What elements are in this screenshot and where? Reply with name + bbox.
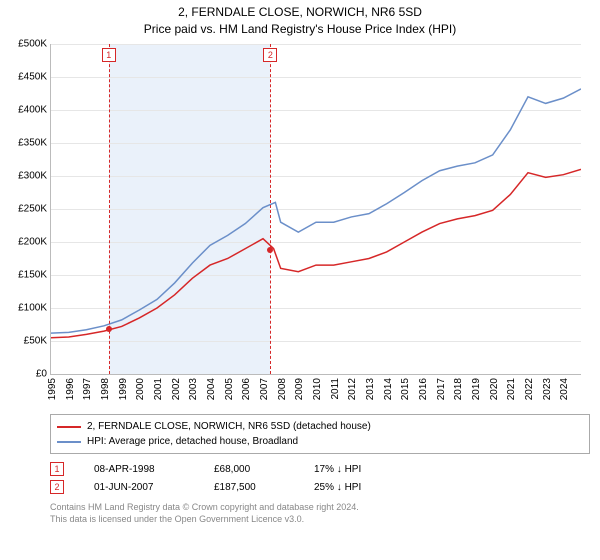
transaction-number-box: 1 — [50, 462, 64, 476]
y-axis-label: £150K — [18, 270, 51, 281]
x-axis-label: 1995 — [47, 378, 58, 400]
chart-title: 2, FERNDALE CLOSE, NORWICH, NR6 5SD Pric… — [0, 0, 600, 38]
x-axis-label: 2022 — [524, 378, 535, 400]
transaction-row: 2 01-JUN-2007 £187,500 25% ↓ HPI — [50, 478, 590, 496]
x-axis-label: 2005 — [224, 378, 235, 400]
transaction-marker-line — [270, 44, 271, 374]
chart-plot-area: £0£50K£100K£150K£200K£250K£300K£350K£400… — [50, 44, 581, 375]
attribution-line-2: This data is licensed under the Open Gov… — [50, 514, 590, 526]
transaction-date: 08-APR-1998 — [94, 464, 184, 475]
legend-swatch — [57, 441, 81, 443]
chart-lines — [51, 44, 581, 374]
x-axis-label: 1999 — [118, 378, 129, 400]
title-line-2: Price paid vs. HM Land Registry's House … — [0, 21, 600, 38]
x-axis-label: 2018 — [453, 378, 464, 400]
x-axis-label: 2001 — [153, 378, 164, 400]
transaction-price: £68,000 — [214, 464, 284, 475]
x-axis-label: 2013 — [365, 378, 376, 400]
transaction-price: £187,500 — [214, 482, 284, 493]
x-axis-label: 2020 — [489, 378, 500, 400]
transaction-marker-dot — [106, 326, 112, 332]
x-axis-label: 1997 — [82, 378, 93, 400]
x-axis-label: 1996 — [65, 378, 76, 400]
transaction-marker-number: 1 — [102, 48, 116, 62]
x-axis-label: 2015 — [400, 378, 411, 400]
y-axis-label: £450K — [18, 72, 51, 83]
legend-label: HPI: Average price, detached house, Broa… — [87, 434, 298, 449]
x-axis-label: 2016 — [418, 378, 429, 400]
x-axis-label: 2002 — [171, 378, 182, 400]
y-axis-label: £200K — [18, 237, 51, 248]
transaction-diff: 17% ↓ HPI — [314, 464, 361, 475]
y-axis-label: £400K — [18, 105, 51, 116]
series-legend: 2, FERNDALE CLOSE, NORWICH, NR6 5SD (det… — [50, 414, 590, 454]
x-axis-label: 2006 — [241, 378, 252, 400]
legend-item: HPI: Average price, detached house, Broa… — [57, 434, 583, 449]
attribution: Contains HM Land Registry data © Crown c… — [50, 502, 590, 525]
x-axis-label: 2012 — [347, 378, 358, 400]
x-axis-label: 2024 — [559, 378, 570, 400]
y-axis-label: £350K — [18, 138, 51, 149]
attribution-line-1: Contains HM Land Registry data © Crown c… — [50, 502, 590, 514]
x-axis-label: 2019 — [471, 378, 482, 400]
transaction-date: 01-JUN-2007 — [94, 482, 184, 493]
transaction-marker-line — [109, 44, 110, 374]
legend-swatch — [57, 426, 81, 428]
x-axis-label: 2010 — [312, 378, 323, 400]
y-axis-label: £250K — [18, 204, 51, 215]
y-axis-label: £50K — [24, 336, 51, 347]
x-axis-label: 2014 — [383, 378, 394, 400]
x-axis-label: 2023 — [542, 378, 553, 400]
x-axis-label: 2000 — [135, 378, 146, 400]
x-axis-label: 2011 — [330, 378, 341, 400]
transaction-marker-dot — [267, 247, 273, 253]
x-axis-label: 2009 — [294, 378, 305, 400]
legend-label: 2, FERNDALE CLOSE, NORWICH, NR6 5SD (det… — [87, 419, 371, 434]
series-price_paid — [51, 169, 581, 337]
x-axis-label: 2003 — [188, 378, 199, 400]
title-line-1: 2, FERNDALE CLOSE, NORWICH, NR6 5SD — [0, 4, 600, 21]
x-axis-label: 1998 — [100, 378, 111, 400]
legend-area: 2, FERNDALE CLOSE, NORWICH, NR6 5SD (det… — [50, 414, 590, 525]
x-axis-label: 2004 — [206, 378, 217, 400]
y-axis-label: £100K — [18, 303, 51, 314]
series-hpi — [51, 89, 581, 333]
y-axis-label: £500K — [18, 39, 51, 50]
transaction-diff: 25% ↓ HPI — [314, 482, 361, 493]
transaction-row: 1 08-APR-1998 £68,000 17% ↓ HPI — [50, 460, 590, 478]
y-axis-label: £300K — [18, 171, 51, 182]
transaction-marker-number: 2 — [263, 48, 277, 62]
x-axis-label: 2007 — [259, 378, 270, 400]
transaction-number-box: 2 — [50, 480, 64, 494]
x-axis-label: 2008 — [277, 378, 288, 400]
legend-item: 2, FERNDALE CLOSE, NORWICH, NR6 5SD (det… — [57, 419, 583, 434]
x-axis-label: 2017 — [436, 378, 447, 400]
x-axis-label: 2021 — [506, 378, 517, 400]
